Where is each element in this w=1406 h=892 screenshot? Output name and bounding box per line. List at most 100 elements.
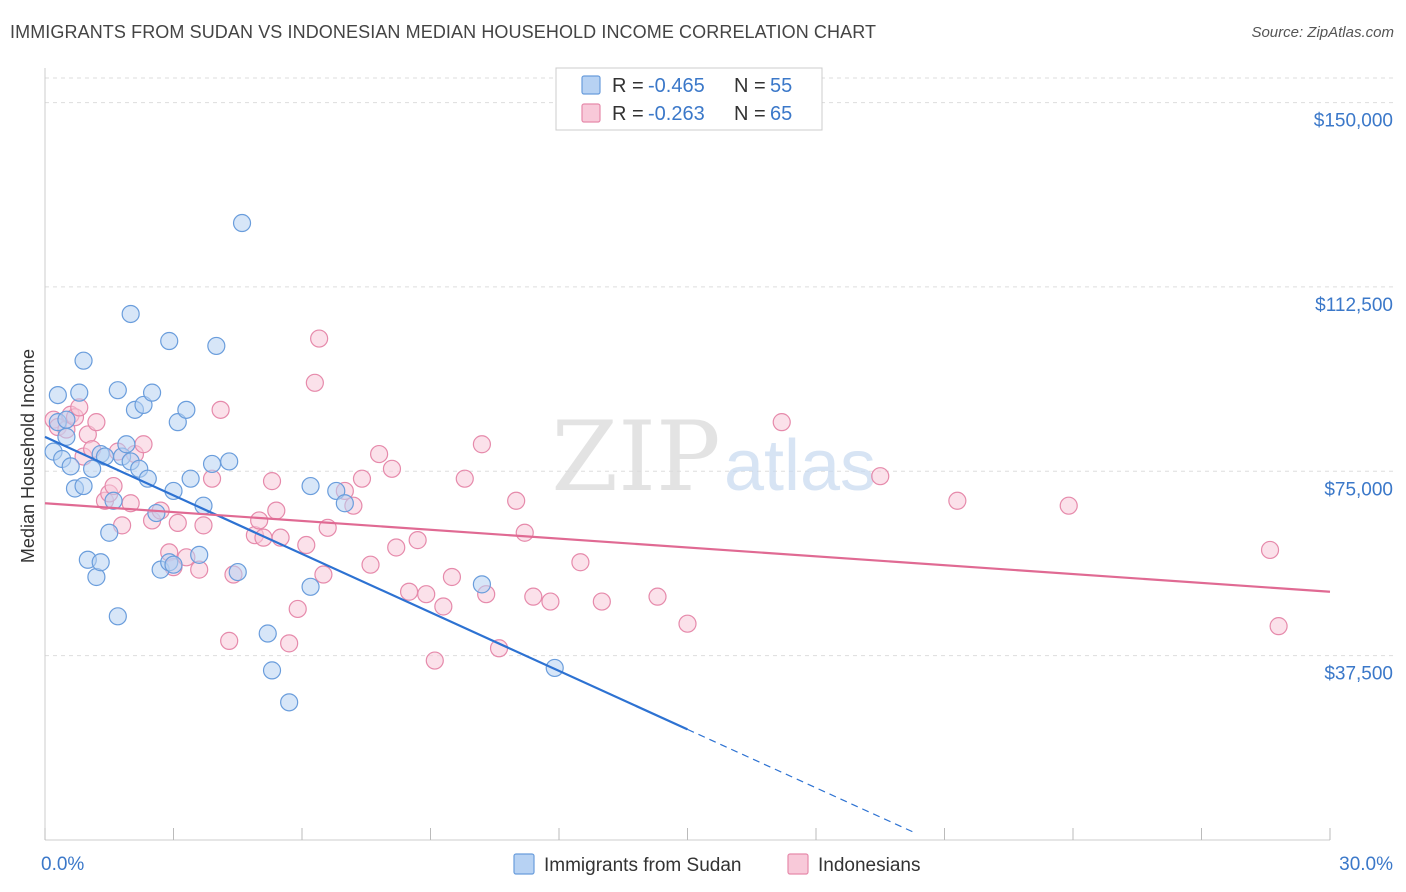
indonesians-point-68 — [772, 413, 791, 432]
y-tick-label-0: $37,500 — [1324, 664, 1393, 685]
indonesians-point-32 — [254, 528, 273, 547]
sudan-point-53 — [472, 575, 491, 594]
sudan-point-6 — [61, 457, 80, 476]
watermark-zip: ZIP — [551, 401, 720, 513]
indonesians-point-63 — [541, 592, 560, 611]
indonesians-point-9 — [87, 413, 106, 432]
y-tick-label-2: $112,500 — [1315, 295, 1393, 316]
indonesians-point-46 — [361, 555, 380, 574]
sudan-point-10 — [74, 351, 93, 370]
sudan-point-51 — [327, 481, 346, 501]
indonesians-point-62 — [524, 587, 543, 606]
indonesians-point-49 — [387, 538, 406, 557]
indonesians-point-39 — [305, 373, 324, 392]
indonesians-point-52 — [417, 585, 436, 604]
sudan-point-20 — [108, 607, 127, 626]
indonesians-point-41 — [314, 565, 333, 584]
watermark-atlas: atlas — [724, 426, 876, 506]
indonesians-trend-line — [44, 502, 1331, 593]
indonesians-point-55 — [442, 567, 462, 587]
indonesians-point-17 — [134, 435, 153, 454]
series-legend-swatch-blue — [513, 853, 535, 875]
watermark: ZIP atlas — [551, 401, 876, 513]
sudan-point-36 — [168, 413, 187, 432]
legend-n-value-0: 55 — [770, 75, 792, 97]
sudan-point-34 — [164, 555, 183, 574]
legend-r-value-0: -0.465 — [648, 75, 705, 97]
sudan-point-48 — [280, 693, 299, 712]
x-tick-labels: 0.0% 30.0% — [41, 854, 1393, 875]
indonesians-point-34 — [267, 501, 286, 520]
sudan-point-19 — [108, 381, 127, 400]
indonesians-point-40 — [310, 329, 329, 348]
indonesians-point-65 — [592, 592, 611, 611]
indonesians-point-61 — [515, 523, 534, 542]
chart-title: IMMIGRANTS FROM SUDAN VS INDONESIAN MEDI… — [10, 22, 877, 42]
sudan-point-43 — [220, 452, 239, 471]
indonesians-point-69 — [871, 467, 890, 486]
indonesians-point-64 — [571, 553, 590, 572]
legend-r-label-0: R = — [612, 75, 644, 97]
legend-n-label-0: N = — [734, 75, 766, 97]
sudan-point-41 — [202, 454, 222, 474]
sudan-trend-extension — [687, 728, 915, 834]
indonesians-point-59 — [489, 639, 509, 658]
indonesians-point-50 — [399, 582, 419, 601]
indonesians-point-36 — [280, 634, 299, 653]
legend-swatch-pink — [581, 103, 601, 123]
indonesians-point-70 — [948, 491, 967, 510]
legend: R = -0.465 N = 55 R = -0.263 N = 65 — [555, 67, 823, 131]
indonesians-point-57 — [472, 435, 491, 454]
indonesians-point-56 — [455, 469, 474, 488]
sudan-point-52 — [335, 494, 354, 513]
legend-n-label-1: N = — [734, 103, 766, 125]
legend-n-value-1: 65 — [770, 103, 792, 125]
sudan-point-22 — [117, 435, 136, 454]
indonesians-point-48 — [382, 459, 402, 478]
gridlines — [45, 77, 1395, 657]
x-tick-label-right: 30.0% — [1339, 854, 1393, 875]
sudan-point-12 — [83, 459, 102, 478]
indonesians-point-72 — [1260, 540, 1280, 560]
sudan-point-17 — [100, 523, 119, 542]
indonesians-point-28 — [220, 631, 239, 650]
series-sudan-points — [44, 213, 564, 712]
source-credit: Source: ZipAtlas.com — [1251, 24, 1394, 41]
sudan-point-15 — [91, 553, 110, 572]
indonesians-point-73 — [1269, 617, 1288, 636]
indonesians-point-27 — [211, 400, 230, 419]
indonesians-point-45 — [352, 469, 372, 488]
sudan-point-47 — [262, 661, 282, 680]
series-legend-label-indonesians: Indonesians — [818, 855, 920, 876]
sudan-point-45 — [232, 213, 252, 233]
sudan-point-32 — [160, 331, 179, 351]
sudan-point-18 — [104, 491, 123, 510]
indonesians-point-38 — [297, 535, 316, 555]
sudan-point-9 — [74, 476, 93, 496]
sudan-point-27 — [134, 395, 153, 415]
sudan-point-37 — [177, 400, 196, 419]
sudan-point-30 — [147, 503, 166, 523]
y-tick-label-3: $150,000 — [1314, 111, 1393, 132]
indonesians-point-22 — [168, 513, 187, 533]
series-legend-label-sudan: Immigrants from Sudan — [544, 855, 741, 876]
indonesians-point-51 — [408, 531, 427, 550]
indonesians-point-31 — [250, 511, 269, 530]
sudan-trend-line — [44, 435, 688, 731]
y-tick-labels: $37,500 $75,000 $112,500 $150,000 — [1314, 111, 1393, 685]
indonesians-point-67 — [678, 614, 697, 633]
series-legend-swatch-pink — [787, 853, 809, 875]
sudan-point-46 — [258, 624, 277, 643]
sudan-point-49 — [301, 577, 320, 596]
y-axis-label: Median Household Income — [18, 349, 38, 563]
indonesians-point-60 — [507, 491, 526, 510]
indonesians-point-66 — [648, 587, 667, 606]
indonesians-point-54 — [434, 597, 453, 616]
sudan-point-24 — [121, 304, 140, 324]
sudan-point-1 — [48, 385, 67, 405]
sudan-point-8 — [70, 383, 89, 402]
indonesians-point-33 — [262, 472, 282, 491]
indonesians-point-47 — [370, 444, 389, 464]
indonesians-point-37 — [288, 599, 307, 619]
